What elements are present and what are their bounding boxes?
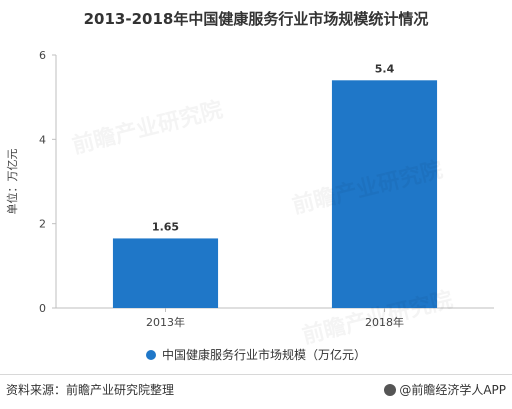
- bar-chart: 0 2 4 6 单位：万亿元 2013年 1.65 2018年 5.4: [5, 49, 494, 329]
- data-label: 1.65: [152, 220, 179, 233]
- x-tick-label: 2018年: [365, 315, 404, 329]
- y-tick-label: 2: [39, 218, 46, 231]
- brand-logo-icon: [384, 384, 397, 396]
- chart-legend: 中国健康服务行业市场规模（万亿元）: [0, 346, 512, 363]
- bar: [331, 80, 438, 308]
- y-tick-label: 4: [39, 133, 46, 146]
- brand-text: @前瞻经济学人APP: [399, 383, 506, 397]
- y-axis-label: 单位：万亿元: [5, 149, 19, 215]
- brand-credit: @前瞻经济学人APP: [384, 381, 506, 398]
- legend-label: 中国健康服务行业市场规模（万亿元）: [161, 348, 366, 362]
- source-note: 资料来源：前瞻产业研究院整理: [6, 383, 175, 397]
- legend-marker: [145, 350, 156, 360]
- bar: [112, 238, 219, 308]
- footer-divider: [0, 374, 512, 375]
- data-label: 5.4: [375, 62, 395, 75]
- y-tick-label: 6: [39, 49, 46, 62]
- x-tick-label: 2013年: [146, 315, 185, 329]
- chart-title: 2013-2018年中国健康服务行业市场规模统计情况: [83, 10, 429, 28]
- y-tick-label: 0: [39, 302, 46, 315]
